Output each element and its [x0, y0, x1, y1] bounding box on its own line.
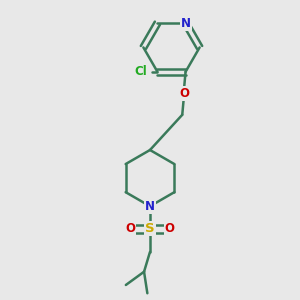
Text: O: O: [125, 222, 135, 235]
Text: O: O: [165, 222, 175, 235]
Text: N: N: [145, 200, 155, 213]
Text: S: S: [145, 222, 155, 235]
Text: O: O: [179, 87, 189, 100]
Text: N: N: [181, 16, 190, 30]
Text: Cl: Cl: [134, 65, 147, 78]
